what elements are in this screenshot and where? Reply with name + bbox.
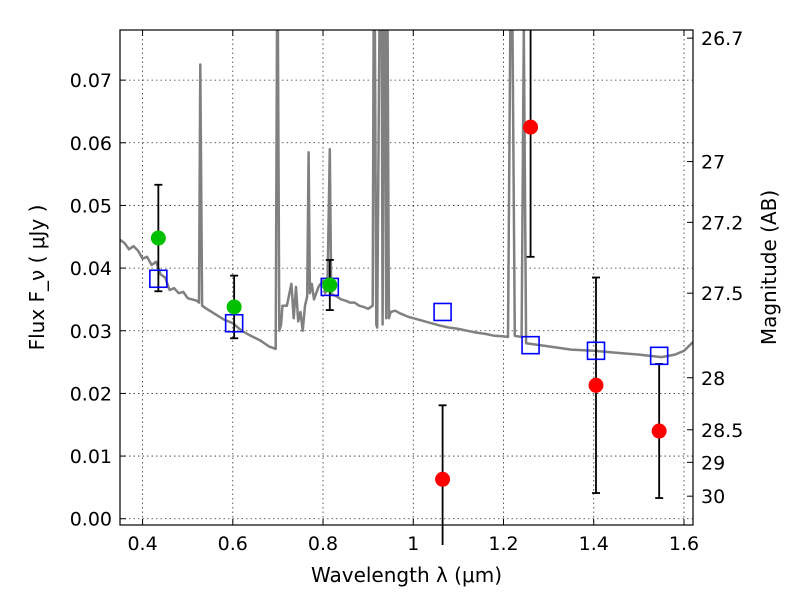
model-spectrum-line [120,30,693,359]
error-bars [154,30,664,545]
observed-flux-point [150,230,166,246]
plot-frame [119,29,694,526]
y2-tick-label: 27.2 [701,212,743,234]
y2-tick-label: 29 [701,452,725,474]
x-tick-label: 1.2 [488,533,518,555]
y-tick-label: 0.04 [70,258,112,280]
x-tick-label: 0.4 [127,533,157,555]
observed-flux-point [322,277,338,293]
y-tick-label: 0.00 [70,509,112,531]
y-tick-label: 0.07 [70,70,112,92]
model-photometry-square [649,346,669,366]
observed-flux-point [651,423,667,439]
x-tick-label: 0.8 [308,533,338,555]
y2-tick-label: 27 [701,152,725,174]
y2-tick-label: 28.5 [701,420,743,442]
photometry-markers [149,119,669,487]
observed-flux-point [588,377,604,393]
grid [120,30,693,525]
x-ticks: 0.4 0.6 0.8 1 1.2 1.4 1.6 [127,30,699,555]
model-photometry-square [586,341,606,361]
y2-tick-label: 27.5 [701,283,743,305]
model-photometry-square [521,335,540,355]
x-tick-label: 0.6 [218,533,248,555]
y-axis-title: Flux F_ν ( μJy ) [25,205,49,351]
y2-ticks: 26.7 27 27.2 27.5 28 28.5 29 30 [687,28,743,508]
y-tick-label: 0.02 [70,383,112,405]
y-ticks: 0.00 0.01 0.02 0.03 0.04 0.05 0.06 0.07 [70,70,126,531]
x-tick-label: 1.6 [669,533,699,555]
y-tick-label: 0.05 [70,195,112,217]
x-axis-title: Wavelength λ (μm) [311,563,502,587]
y2-tick-label: 30 [701,486,725,508]
model-photometry-square [149,269,168,289]
model-photometry-square [433,302,452,322]
observed-flux-point [523,119,539,135]
y2-axis-title: Magnitude (AB) [757,190,781,345]
y2-tick-label: 28 [701,368,725,390]
y2-tick-label: 26.7 [701,28,743,50]
model-photometry-square [224,313,244,333]
x-tick-label: 1.4 [579,533,609,555]
y-tick-label: 0.03 [70,321,112,343]
model-spectrum [120,30,693,359]
x-tick-label: 1 [407,533,419,555]
observed-flux-point [226,299,242,315]
observed-flux-point [435,471,451,487]
y-tick-label: 0.06 [70,133,112,155]
y-tick-label: 0.01 [70,446,112,468]
